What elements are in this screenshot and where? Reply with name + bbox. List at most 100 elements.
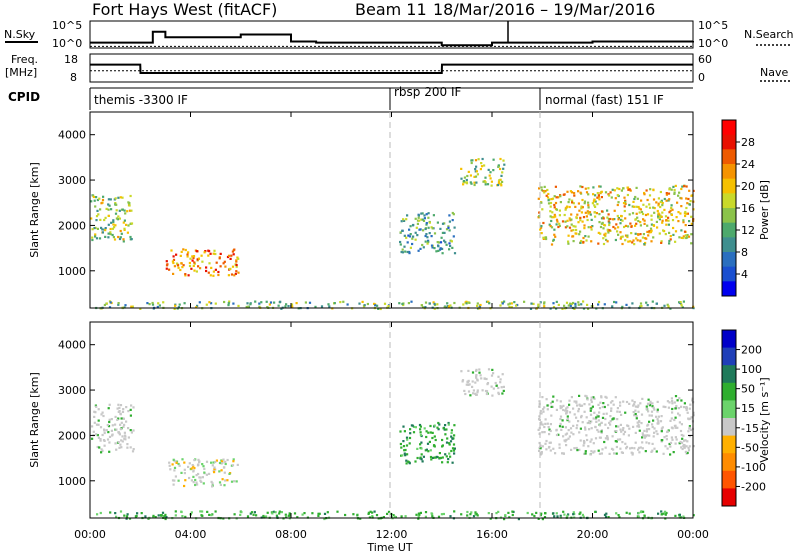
power-marks-cell [675, 216, 678, 219]
colorbar-tick-label: 15 [741, 402, 755, 415]
power-marks-cell [119, 236, 122, 239]
power-marks-cell [279, 300, 282, 303]
power-marks-cell [611, 188, 614, 191]
vel-marks-cell [637, 511, 640, 515]
power-marks-cell [638, 207, 641, 210]
vel-marks-cell [590, 420, 593, 423]
vel-marks-cell [544, 418, 547, 421]
power-marks-cell [237, 304, 240, 307]
vel-marks-cell [588, 420, 591, 423]
vel-marks-cell [679, 440, 682, 444]
vel-marks-cell [119, 428, 122, 431]
vel-marks-cell [612, 448, 615, 451]
vel-marks-cell [118, 432, 121, 435]
vel-marks-cell [674, 514, 677, 517]
vel-marks-cell [609, 415, 612, 418]
power-marks-cell [405, 236, 408, 239]
vel-marks-cell [680, 446, 683, 449]
power-marks-cell [126, 231, 129, 234]
vel-marks-cell [108, 435, 112, 438]
vel-marks-cell [631, 453, 634, 456]
vel-marks-cell [561, 425, 564, 428]
power-marks-cell [554, 201, 558, 205]
power-marks-cell [581, 206, 584, 209]
power-marks-cell [277, 304, 280, 307]
power-marks-cell [122, 221, 125, 224]
vel-marks-cell [656, 418, 659, 421]
vel-marks-cell [431, 515, 434, 518]
vel-marks-cell [603, 513, 607, 516]
power-marks-cell [565, 206, 568, 209]
power-marks-cell [105, 302, 108, 305]
power-marks-cell [507, 303, 510, 306]
vel-marks-cell [621, 451, 624, 454]
vel-marks-cell [280, 511, 283, 514]
vel-marks-cell [667, 406, 670, 409]
power-marks-cell [690, 233, 693, 236]
vel-marks-cell [580, 416, 583, 419]
vel-marks-cell [637, 448, 640, 451]
vel-marks-cell [111, 434, 114, 437]
power-marks-cell [605, 238, 608, 241]
power-marks-cell [632, 200, 635, 203]
vel-marks-cell [100, 451, 103, 454]
power-marks-cell [592, 200, 595, 203]
vel-marks-cell [593, 411, 596, 414]
vel-marks-cell [546, 404, 549, 407]
vel-marks-cell [408, 462, 411, 465]
vel-marks-cell [173, 469, 176, 472]
power-marks-cell [641, 212, 645, 216]
vel-marks-cell [598, 436, 601, 439]
vel-marks-cell [619, 447, 622, 450]
vel-marks-cell [539, 514, 542, 517]
power-marks-cell [218, 257, 221, 260]
vel-marks-cell [453, 424, 456, 427]
vel-marks-cell [105, 429, 108, 432]
vel-marks-cell [117, 441, 120, 444]
vel-marks-cell [419, 431, 422, 434]
vel-marks-cell [164, 513, 167, 516]
vel-marks-cell [201, 476, 204, 479]
cpid-label: CPID [8, 90, 40, 104]
power-marks-cell [407, 234, 410, 237]
vel-marks-cell [683, 406, 686, 409]
vel-marks-cell [475, 368, 478, 371]
vel-marks-cell [427, 450, 430, 453]
power-marks-cell [258, 305, 261, 308]
power-marks-cell [590, 218, 593, 221]
vel-marks-cell [426, 442, 430, 445]
power-marks-cell [115, 203, 118, 206]
power-marks-cell [101, 198, 105, 202]
power-marks-cell [214, 302, 217, 305]
vel-marks-cell [420, 458, 423, 461]
power-marks-cell [445, 228, 449, 231]
colorbar-tick-label: -100 [741, 461, 766, 474]
vel-marks-cell [246, 515, 250, 518]
power-marks-cell [639, 302, 643, 305]
power-marks-cell [686, 212, 689, 215]
vel-marks-cell [586, 421, 589, 425]
power-marks-cell [639, 221, 642, 224]
vel-marks-cell [399, 430, 402, 433]
power-marks-cell [195, 306, 198, 309]
vel-marks-cell [662, 512, 665, 515]
power-marks-cell [557, 303, 560, 306]
power-marks-cell [114, 224, 117, 227]
power-marks-cell [210, 302, 213, 305]
vel-marks-cell [625, 511, 628, 514]
vel-marks-cell [419, 425, 422, 428]
power-marks-cell [90, 217, 93, 220]
vel-marks-cell [129, 414, 132, 417]
vel-marks-cell [589, 453, 592, 456]
power-marks-cell [614, 238, 617, 242]
vel-marks-cell [183, 472, 186, 475]
power-marks-cell [285, 303, 288, 306]
vel-marks-cell [562, 452, 565, 455]
power-marks-cell [192, 264, 195, 267]
power-marks-cell [554, 215, 557, 218]
power-marks-cell [679, 301, 682, 304]
power-marks-cell [587, 204, 590, 207]
power-marks-cell [685, 212, 688, 215]
power-marks-cell [284, 305, 287, 308]
power-marks-cell [466, 174, 469, 178]
